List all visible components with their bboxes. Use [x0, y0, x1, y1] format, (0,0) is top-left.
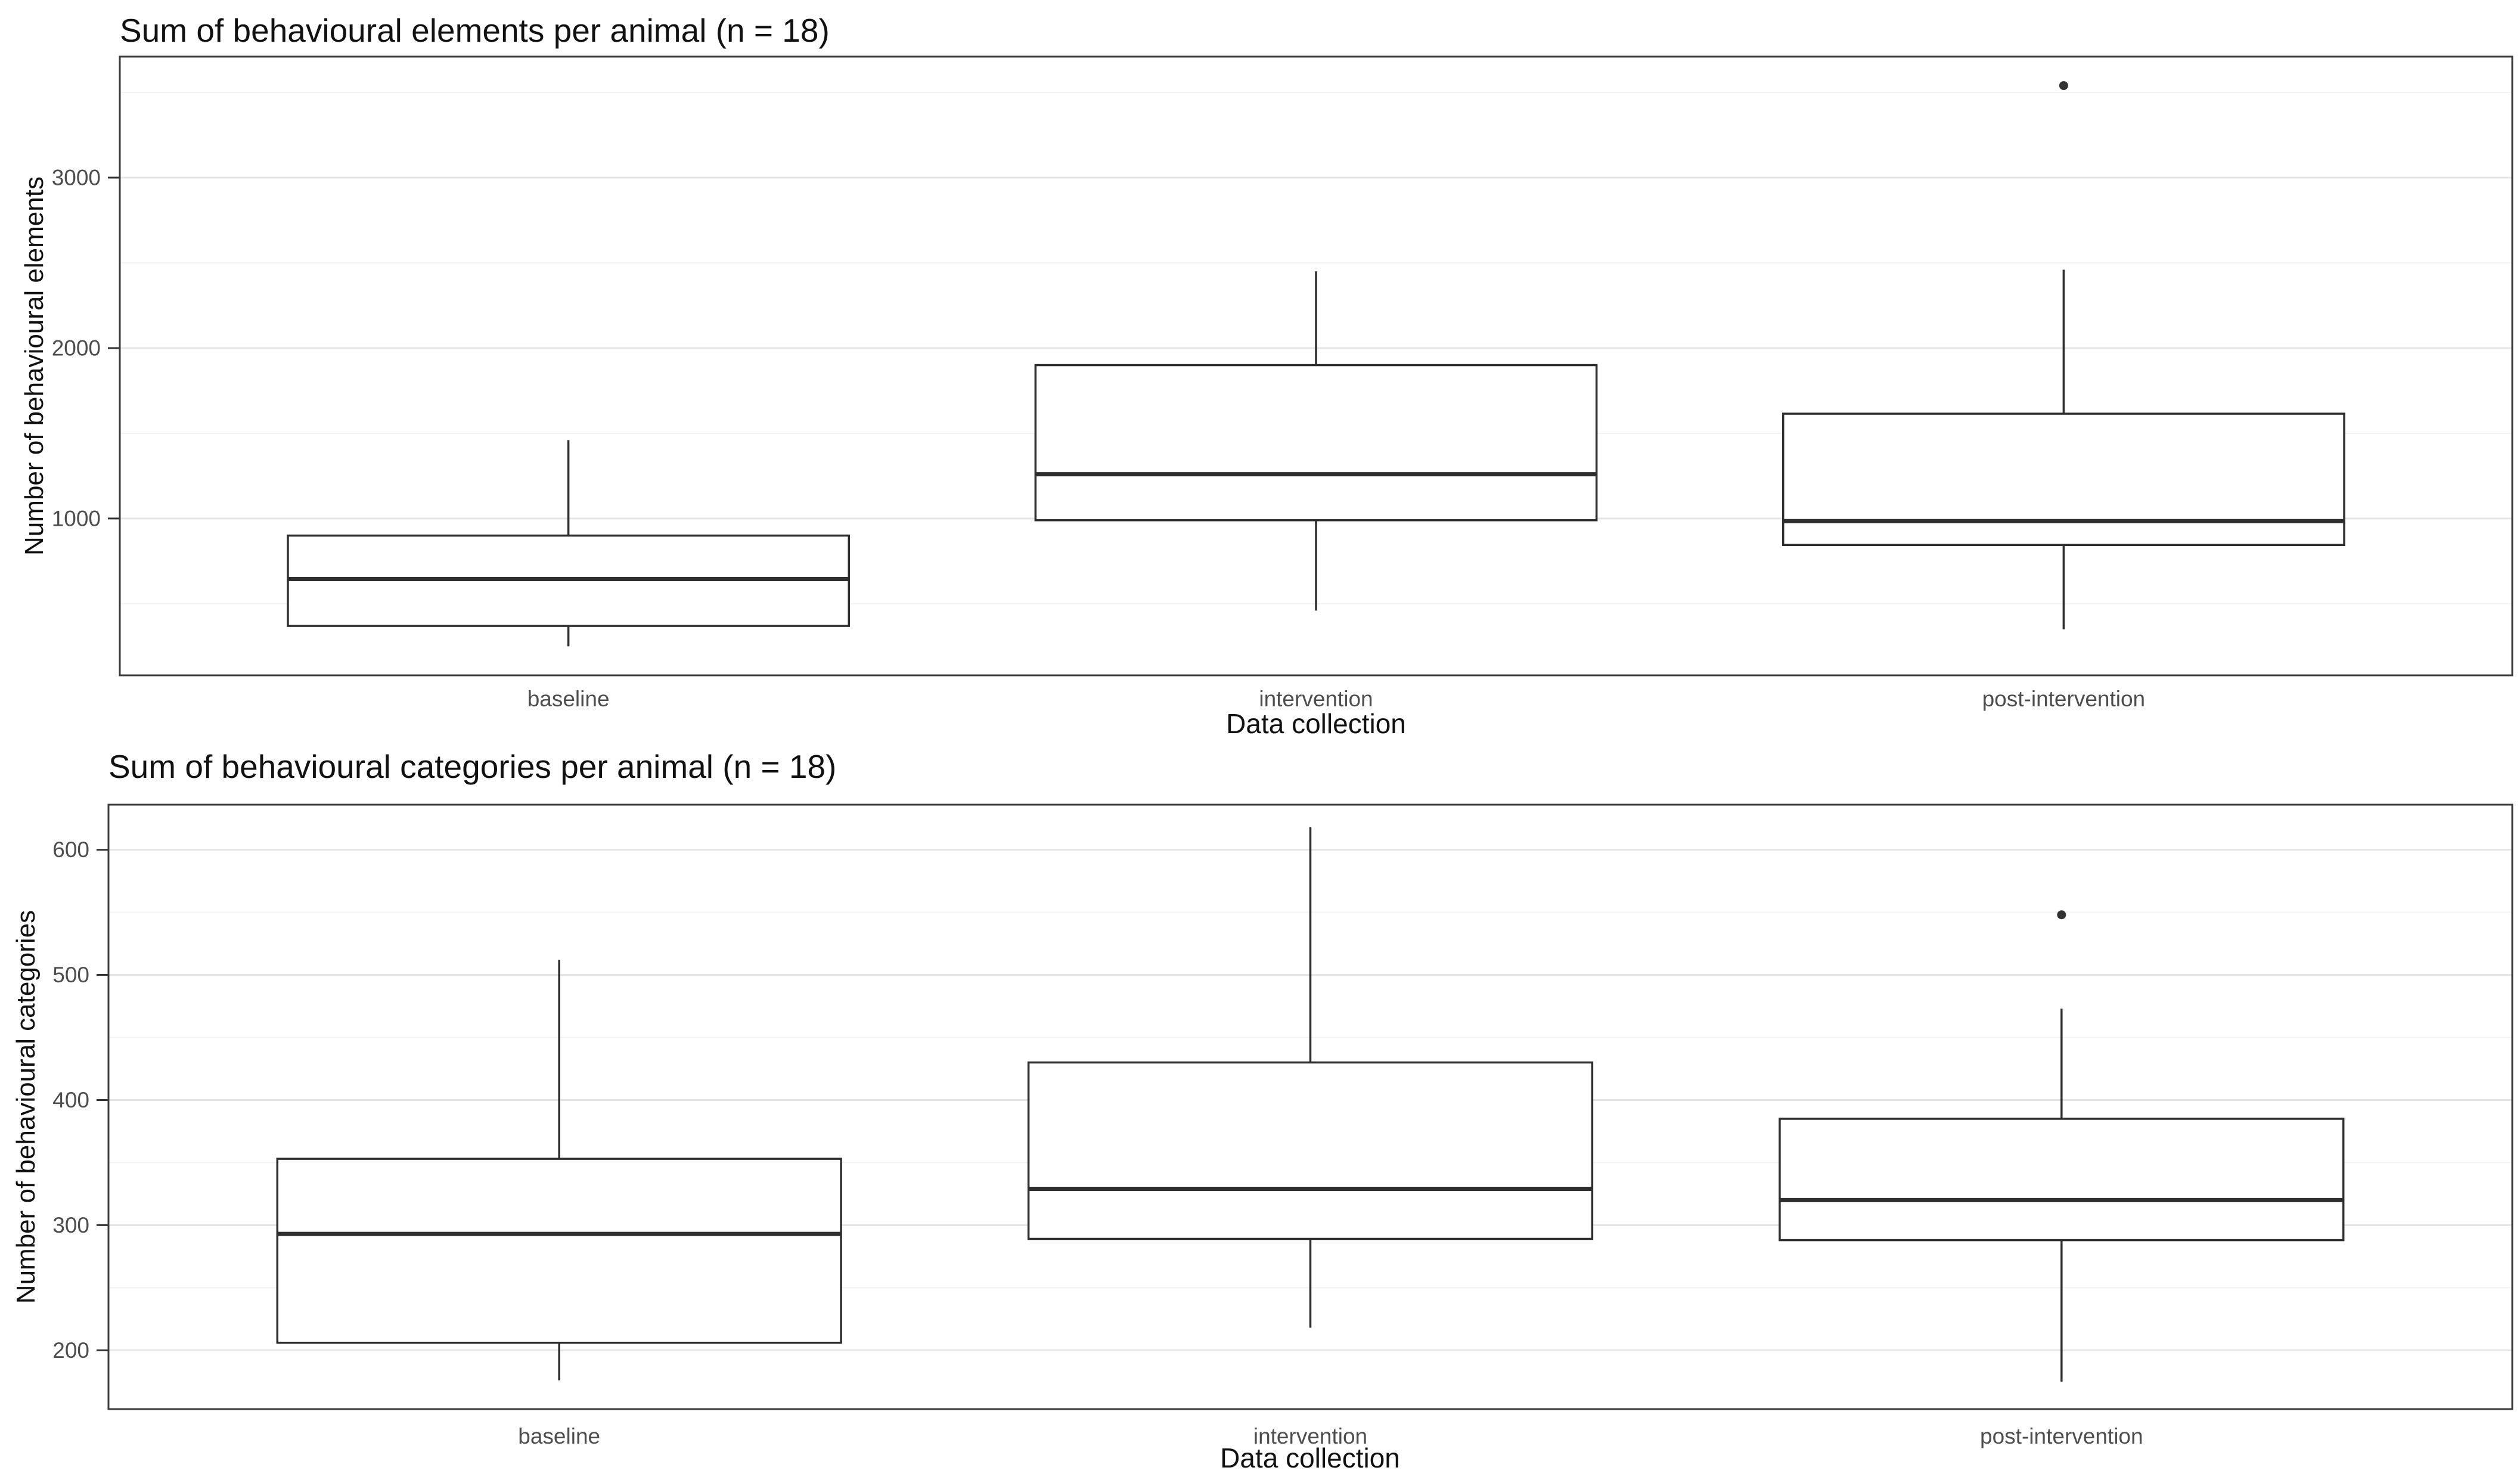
y-tick-label: 400: [52, 1088, 89, 1112]
panel-border: [119, 55, 2513, 677]
x-tick-label: intervention: [1259, 687, 1373, 711]
y-tick-label: 2000: [52, 336, 101, 360]
y-tick-label: 3000: [52, 166, 101, 190]
plot-title: Sum of behavioural categories per animal…: [108, 748, 836, 785]
x-axis-title: Data collection: [1226, 708, 1406, 739]
y-axis-title: Number of behavioural elements: [20, 176, 49, 556]
x-tick-label: baseline: [527, 687, 610, 711]
panel-border: [107, 803, 2513, 1410]
x-tick-label: baseline: [518, 1424, 600, 1448]
y-tick-label: 200: [52, 1338, 89, 1363]
box-rect: [276, 1158, 842, 1344]
outlier-point: [2059, 81, 2068, 91]
x-tick-label: intervention: [1253, 1424, 1367, 1448]
y-axis-title: Number of behavioural categories: [11, 910, 41, 1304]
y-tick-label: 500: [52, 963, 89, 987]
x-axis-title: Data collection: [1220, 1442, 1400, 1473]
x-tick-label: post-intervention: [1982, 687, 2146, 711]
plot-title: Sum of behavioural elements per animal (…: [120, 12, 830, 49]
y-tick-label: 1000: [52, 506, 101, 530]
box-rect: [1779, 1118, 2345, 1242]
x-tick-label: post-intervention: [1980, 1424, 2143, 1448]
y-tick-label: 600: [52, 837, 89, 862]
box-rect: [1034, 364, 1598, 522]
outlier-point: [2057, 910, 2066, 920]
y-tick-label: 300: [52, 1213, 89, 1237]
box-rect: [1027, 1061, 1594, 1240]
